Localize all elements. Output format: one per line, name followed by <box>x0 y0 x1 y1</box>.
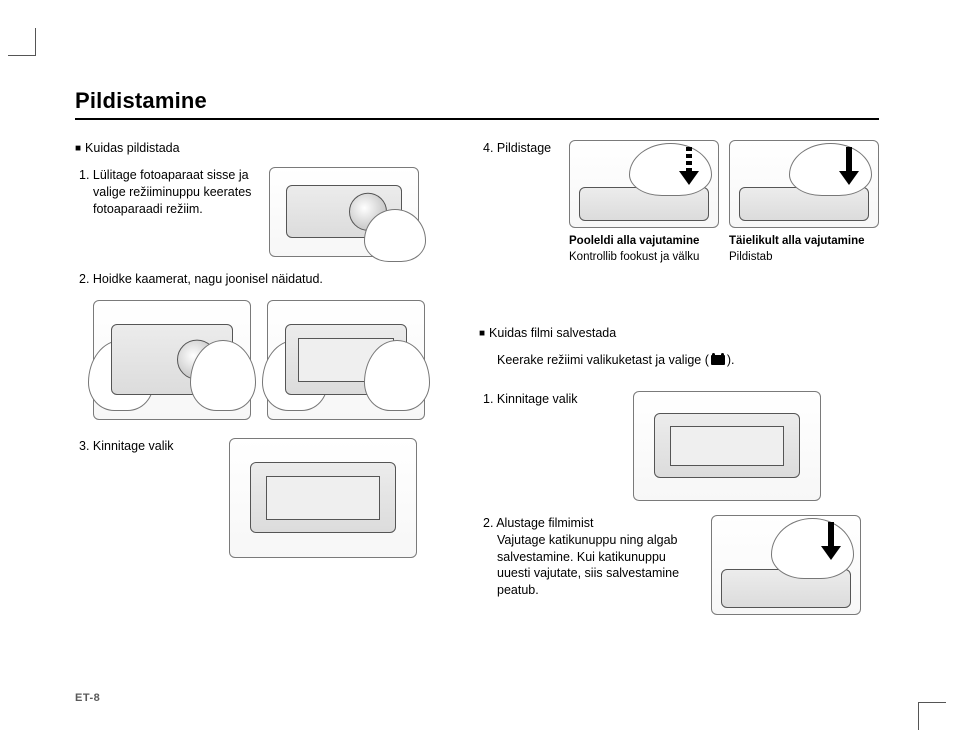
right-section-sub-close: ). <box>727 353 735 367</box>
right-column: 4. Pildistage Pooleldi alla vajutamine K… <box>479 140 879 629</box>
left-step-2-text: 2. Hoidke kaamerat, nagu joonisel näidat… <box>75 271 451 288</box>
left-column: ■ Kuidas pildistada 1. Lülitage fotoapara… <box>75 140 451 629</box>
right-movie-step-1: 1. Kinnitage valik <box>479 391 879 501</box>
left-section-label: Kuidas pildistada <box>85 141 180 155</box>
left-step-1: 1. Lülitage fotoaparaat sisse ja valige … <box>75 167 451 257</box>
left-step-3-text: 3. Kinnitage valik <box>75 438 215 455</box>
caption-half-sub: Kontrollib fookust ja välku <box>569 251 699 263</box>
crop-mark-top-left <box>8 28 36 56</box>
right-section-sub: Keerake režiimi valikuketast ja valige (… <box>479 352 879 369</box>
figure-confirm-selection <box>229 438 417 558</box>
arrow-down-solid-icon <box>842 147 856 185</box>
right-section-heading: ■ Kuidas filmi salvestada <box>479 325 879 342</box>
figure-half-press <box>569 140 719 228</box>
arrow-down-dashed-icon <box>682 147 696 185</box>
figure-hold-back <box>267 300 425 420</box>
figure-movie-shutter <box>711 515 861 615</box>
bullet-square-icon: ■ <box>479 328 485 339</box>
left-step-1-text: 1. Lülitage fotoaparaat sisse ja valige … <box>75 167 255 218</box>
right-movie-step-2: 2. Alustage filmimist Vajutage katikunup… <box>479 515 879 615</box>
right-section-sub-text: Keerake režiimi valikuketast ja valige ( <box>497 353 709 367</box>
movie-mode-icon <box>711 355 725 365</box>
caption-full-title: Täielikult alla vajutamine <box>729 234 879 250</box>
caption-full-sub: Pildistab <box>729 251 772 263</box>
left-section-heading: ■ Kuidas pildistada <box>75 140 451 157</box>
right-step-4: 4. Pildistage Pooleldi alla vajutamine K… <box>479 140 879 265</box>
figure-movie-confirm <box>633 391 821 501</box>
left-step-3: 3. Kinnitage valik <box>75 438 451 558</box>
bullet-square-icon: ■ <box>75 143 81 154</box>
page-number: ET-8 <box>75 692 100 704</box>
right-movie-step-2-body: Vajutage katikunuppu ning algab salvesta… <box>479 532 697 600</box>
caption-full-press: Täielikult alla vajutamine Pildistab <box>729 234 879 265</box>
right-step-4-text: 4. Pildistage <box>479 140 555 157</box>
right-section-label: Kuidas filmi salvestada <box>489 326 616 340</box>
arrow-down-solid-icon <box>824 522 838 560</box>
crop-mark-bottom-right <box>918 702 946 730</box>
right-movie-step-2-lead: 2. Alustage filmimist <box>479 515 697 532</box>
caption-half-press: Pooleldi alla vajutamine Kontrollib fook… <box>569 234 719 265</box>
right-movie-step-1-text: 1. Kinnitage valik <box>479 391 619 408</box>
figure-full-press <box>729 140 879 228</box>
page-title: Pildistamine <box>75 88 879 120</box>
figure-hold-front <box>93 300 251 420</box>
figure-power-on <box>269 167 419 257</box>
caption-half-title: Pooleldi alla vajutamine <box>569 234 719 250</box>
page-content: Pildistamine ■ Kuidas pildistada 1. Lülit… <box>75 88 879 690</box>
